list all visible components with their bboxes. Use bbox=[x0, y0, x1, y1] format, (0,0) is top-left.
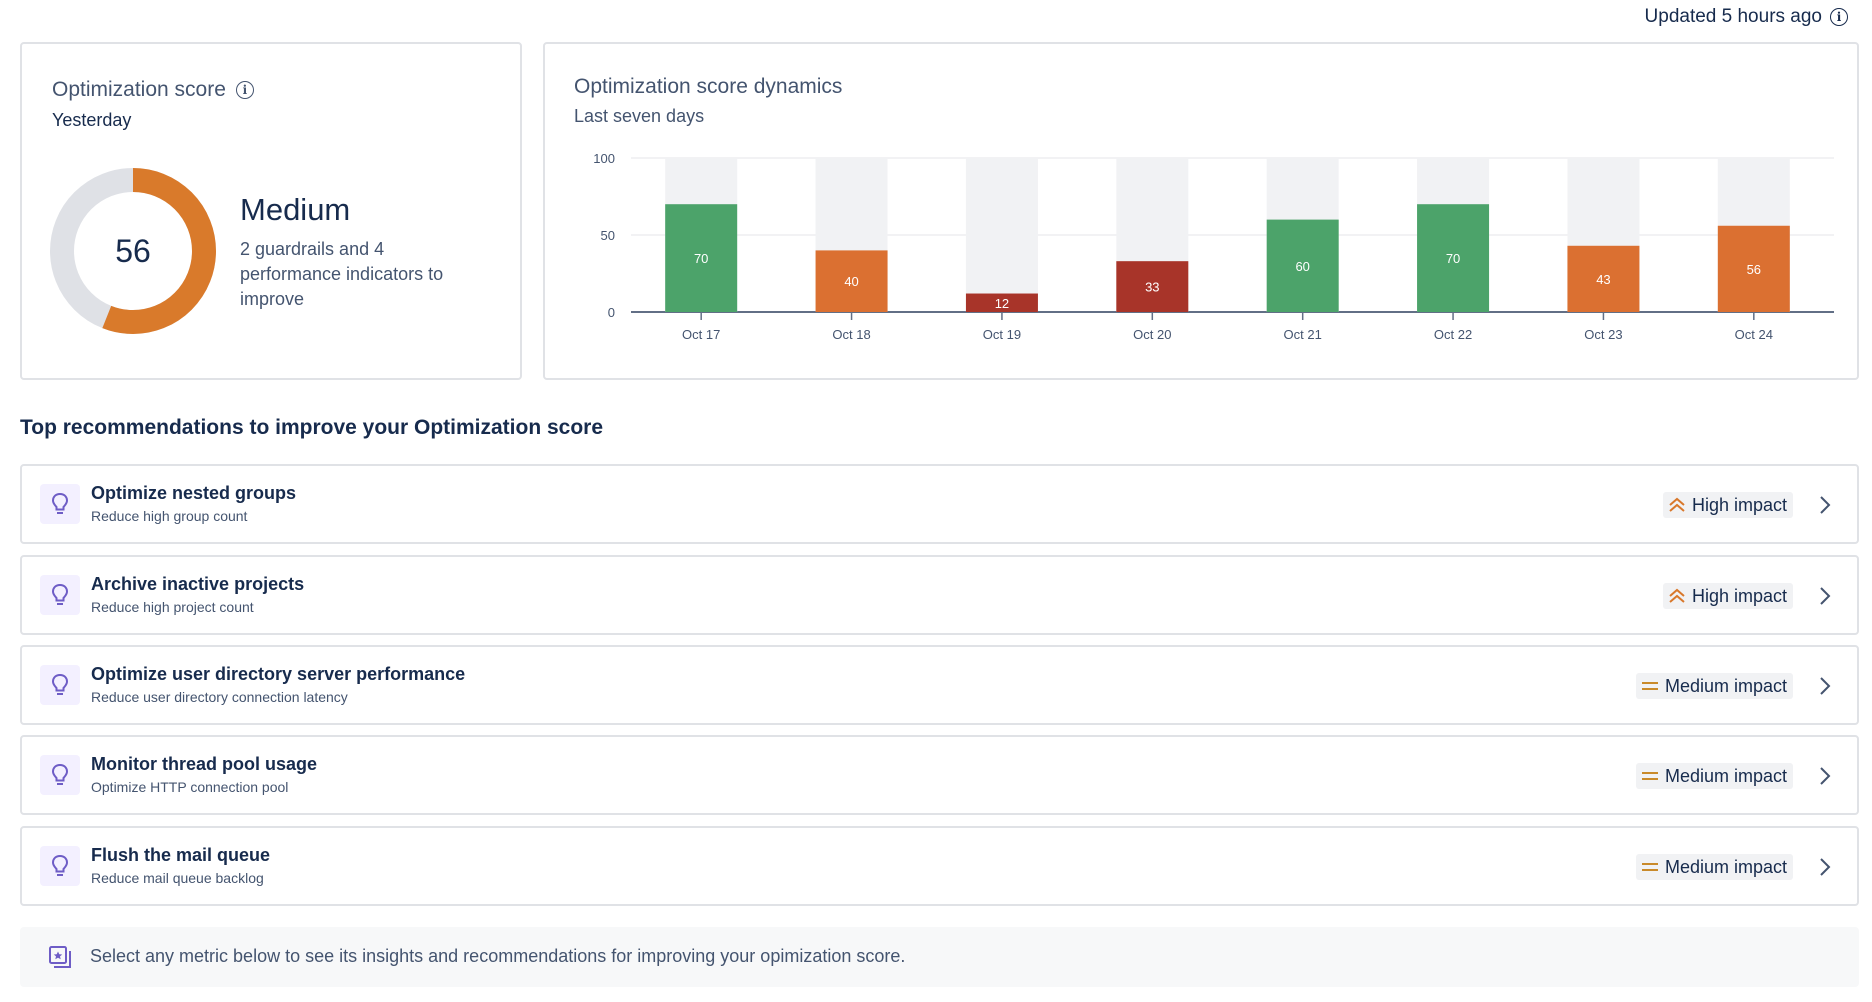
x-tick-label: Oct 17 bbox=[682, 327, 720, 342]
equals-icon bbox=[1641, 772, 1658, 780]
x-tick-label: Oct 24 bbox=[1735, 327, 1773, 342]
bar-data-label: 40 bbox=[844, 274, 858, 289]
y-tick-label: 50 bbox=[601, 228, 615, 243]
score-level-description: 2 guardrails and 4 performance indicator… bbox=[240, 239, 444, 309]
recommendation-description: Reduce user directory connection latency bbox=[91, 689, 348, 705]
dynamics-title: Optimization score dynamics bbox=[574, 75, 843, 98]
bar-background bbox=[965, 158, 1038, 312]
impact-label: High impact bbox=[1691, 494, 1787, 515]
recommendation-description: Reduce mail queue backlog bbox=[91, 870, 264, 886]
x-tick-label: Oct 20 bbox=[1133, 327, 1171, 342]
impact-label: Medium impact bbox=[1664, 856, 1787, 877]
double-chevron-up-icon bbox=[1669, 588, 1685, 603]
bar-data-label: 56 bbox=[1747, 262, 1761, 277]
lightbulb-icon bbox=[40, 755, 80, 795]
recommendation-description: Optimize HTTP connection pool bbox=[91, 779, 289, 795]
impact-badge: High impact bbox=[1662, 492, 1793, 518]
recommendation-description: Reduce high group count bbox=[91, 508, 248, 524]
score-level: Medium bbox=[240, 192, 351, 227]
optimization-score-card: Optimization score i Yesterday 56 Medium… bbox=[20, 42, 522, 380]
chevron-right-icon[interactable] bbox=[1817, 675, 1833, 697]
lightbulb-icon bbox=[40, 665, 80, 705]
recommendation-row[interactable]: Monitor thread pool usage Optimize HTTP c… bbox=[20, 735, 1859, 815]
lightbulb-icon bbox=[40, 575, 80, 615]
recommendation-title: Archive inactive projects bbox=[91, 574, 305, 594]
bar-data-label: 70 bbox=[1446, 251, 1460, 266]
score-dynamics-card: 100 50 0 70 Oct 17 40 Oct 18 12 Oct 19 33 Oct 20 60… bbox=[543, 42, 1859, 380]
impact-label: High impact bbox=[1691, 585, 1787, 606]
x-tick-label: Oct 19 bbox=[983, 327, 1021, 342]
bar bbox=[1417, 204, 1490, 312]
chevron-right-icon[interactable] bbox=[1817, 585, 1833, 607]
bar-data-label: 70 bbox=[694, 251, 708, 266]
bar-data-label: 43 bbox=[1596, 272, 1610, 287]
lightbulb-icon bbox=[40, 846, 80, 886]
recommendation-row[interactable]: Archive inactive projects Reduce high pro… bbox=[20, 555, 1859, 635]
recommendation-description: Reduce high project count bbox=[91, 599, 254, 615]
score-value: 56 bbox=[115, 232, 151, 269]
x-tick-label: Oct 22 bbox=[1434, 327, 1472, 342]
x-tick-label: Oct 18 bbox=[832, 327, 870, 342]
bar-data-label: 12 bbox=[995, 296, 1009, 311]
chevron-right-icon[interactable] bbox=[1817, 494, 1833, 516]
bar bbox=[1717, 225, 1790, 312]
impact-label: Medium impact bbox=[1664, 765, 1787, 786]
info-icon[interactable]: i bbox=[1830, 8, 1848, 26]
info-icon[interactable]: i bbox=[235, 81, 254, 99]
info-banner: Select any metric below to see its insig… bbox=[20, 927, 1859, 987]
bar-data-label: 60 bbox=[1295, 259, 1309, 274]
recommendation-row[interactable]: Optimize user directory server performan… bbox=[20, 645, 1859, 725]
score-dynamics-chart: 100 50 0 70 Oct 17 40 Oct 18 12 Oct 19 33 Oct 20 60… bbox=[593, 151, 1834, 342]
bar bbox=[1567, 245, 1640, 312]
updated-status: Updated 5 hours ago i bbox=[1645, 6, 1848, 28]
score-donut bbox=[50, 168, 216, 334]
bar bbox=[1116, 261, 1189, 312]
impact-badge: High impact bbox=[1662, 583, 1793, 609]
impact-label: Medium impact bbox=[1664, 675, 1787, 696]
recommendation-title: Optimize user directory server performan… bbox=[91, 664, 466, 684]
recommendation-title: Monitor thread pool usage bbox=[91, 754, 318, 774]
impact-badge: Medium impact bbox=[1635, 854, 1793, 880]
select-metric-icon bbox=[49, 946, 71, 968]
donut-fill bbox=[50, 168, 216, 334]
recommendation-title: Optimize nested groups bbox=[91, 483, 297, 503]
score-card-title: Optimization score bbox=[52, 78, 226, 101]
y-tick-label: 0 bbox=[608, 305, 615, 320]
recommendations-title: Top recommendations to improve your Opti… bbox=[20, 416, 604, 439]
recommendation-row[interactable]: Optimize nested groups Reduce high group … bbox=[20, 464, 1859, 544]
impact-badge: Medium impact bbox=[1635, 763, 1793, 789]
bar bbox=[1266, 219, 1339, 312]
score-card-subtitle: Yesterday bbox=[52, 110, 132, 130]
dynamics-subtitle: Last seven days bbox=[574, 106, 705, 126]
bar bbox=[965, 293, 1038, 312]
updated-text: Updated 5 hours ago bbox=[1644, 6, 1822, 27]
x-tick-label: Oct 23 bbox=[1584, 327, 1622, 342]
recommendation-row[interactable]: Flush the mail queue Reduce mail queue ba… bbox=[20, 826, 1859, 906]
bar-data-label: 33 bbox=[1145, 280, 1159, 295]
bar bbox=[665, 204, 738, 312]
recommendation-title: Flush the mail queue bbox=[91, 845, 271, 865]
chevron-right-icon[interactable] bbox=[1817, 856, 1833, 878]
banner-text: Select any metric below to see its insig… bbox=[90, 946, 906, 966]
impact-badge: Medium impact bbox=[1635, 673, 1793, 699]
lightbulb-icon bbox=[40, 484, 80, 524]
equals-icon bbox=[1641, 682, 1658, 690]
y-tick-label: 100 bbox=[593, 151, 615, 166]
score-card-header: Optimization score i bbox=[52, 78, 254, 102]
bar bbox=[815, 250, 888, 312]
chevron-right-icon[interactable] bbox=[1817, 765, 1833, 787]
x-tick-label: Oct 21 bbox=[1284, 327, 1322, 342]
double-chevron-up-icon bbox=[1669, 497, 1685, 512]
equals-icon bbox=[1641, 863, 1658, 871]
